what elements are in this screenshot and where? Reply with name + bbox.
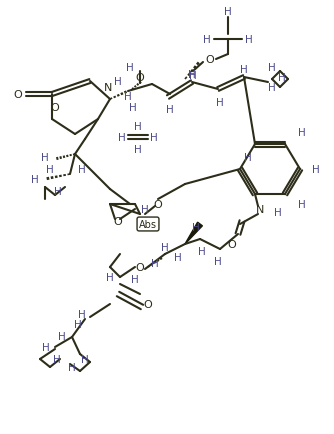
Text: H: H (41, 153, 49, 163)
Text: O: O (14, 90, 22, 100)
Text: H: H (203, 35, 211, 45)
Text: H: H (214, 256, 222, 266)
Text: H: H (106, 273, 114, 283)
Text: O: O (206, 55, 214, 65)
Text: H: H (141, 204, 149, 214)
Text: O: O (136, 73, 144, 83)
Text: H: H (224, 7, 232, 17)
Text: N: N (104, 83, 112, 93)
Text: H: H (46, 164, 54, 174)
Polygon shape (185, 223, 202, 244)
Text: H: H (58, 331, 66, 341)
Text: O: O (114, 217, 122, 227)
Text: H: H (78, 164, 86, 174)
Text: O: O (144, 299, 152, 309)
Text: H: H (268, 63, 276, 73)
Text: H: H (189, 71, 197, 81)
Text: H: H (42, 342, 50, 352)
Text: H: H (274, 207, 282, 217)
Text: H: H (268, 83, 276, 93)
Text: H: H (134, 122, 142, 132)
Text: H: H (192, 223, 200, 233)
Text: H: H (74, 319, 82, 329)
Text: H: H (216, 98, 224, 108)
Text: H: H (151, 258, 159, 268)
Text: O: O (51, 103, 59, 113)
Text: H: H (166, 105, 174, 115)
Text: O: O (228, 240, 236, 250)
Text: H: H (244, 153, 252, 163)
Text: H: H (78, 309, 86, 319)
Text: H: H (278, 73, 286, 83)
Text: H: H (150, 133, 158, 143)
Text: H: H (118, 133, 126, 143)
Text: H: H (53, 354, 61, 364)
Text: H: H (198, 247, 206, 256)
Text: H: H (131, 274, 139, 284)
Text: H: H (114, 77, 122, 87)
Text: N: N (256, 204, 264, 214)
Text: H: H (54, 187, 62, 197)
Text: O: O (154, 200, 162, 210)
Text: Abs: Abs (139, 220, 157, 230)
Text: H: H (124, 92, 132, 102)
Text: O: O (136, 263, 144, 273)
Text: H: H (298, 128, 306, 138)
Text: H: H (134, 145, 142, 155)
Text: H: H (31, 174, 39, 184)
Text: H: H (188, 70, 196, 80)
Text: H: H (129, 103, 137, 113)
Text: H: H (174, 253, 182, 263)
Text: H: H (298, 200, 306, 210)
Text: H: H (68, 362, 76, 372)
Text: H: H (240, 65, 248, 75)
Text: H: H (81, 354, 89, 364)
Text: H: H (126, 63, 134, 73)
Text: H: H (245, 35, 253, 45)
Text: H: H (312, 164, 320, 174)
Text: H: H (161, 243, 169, 253)
